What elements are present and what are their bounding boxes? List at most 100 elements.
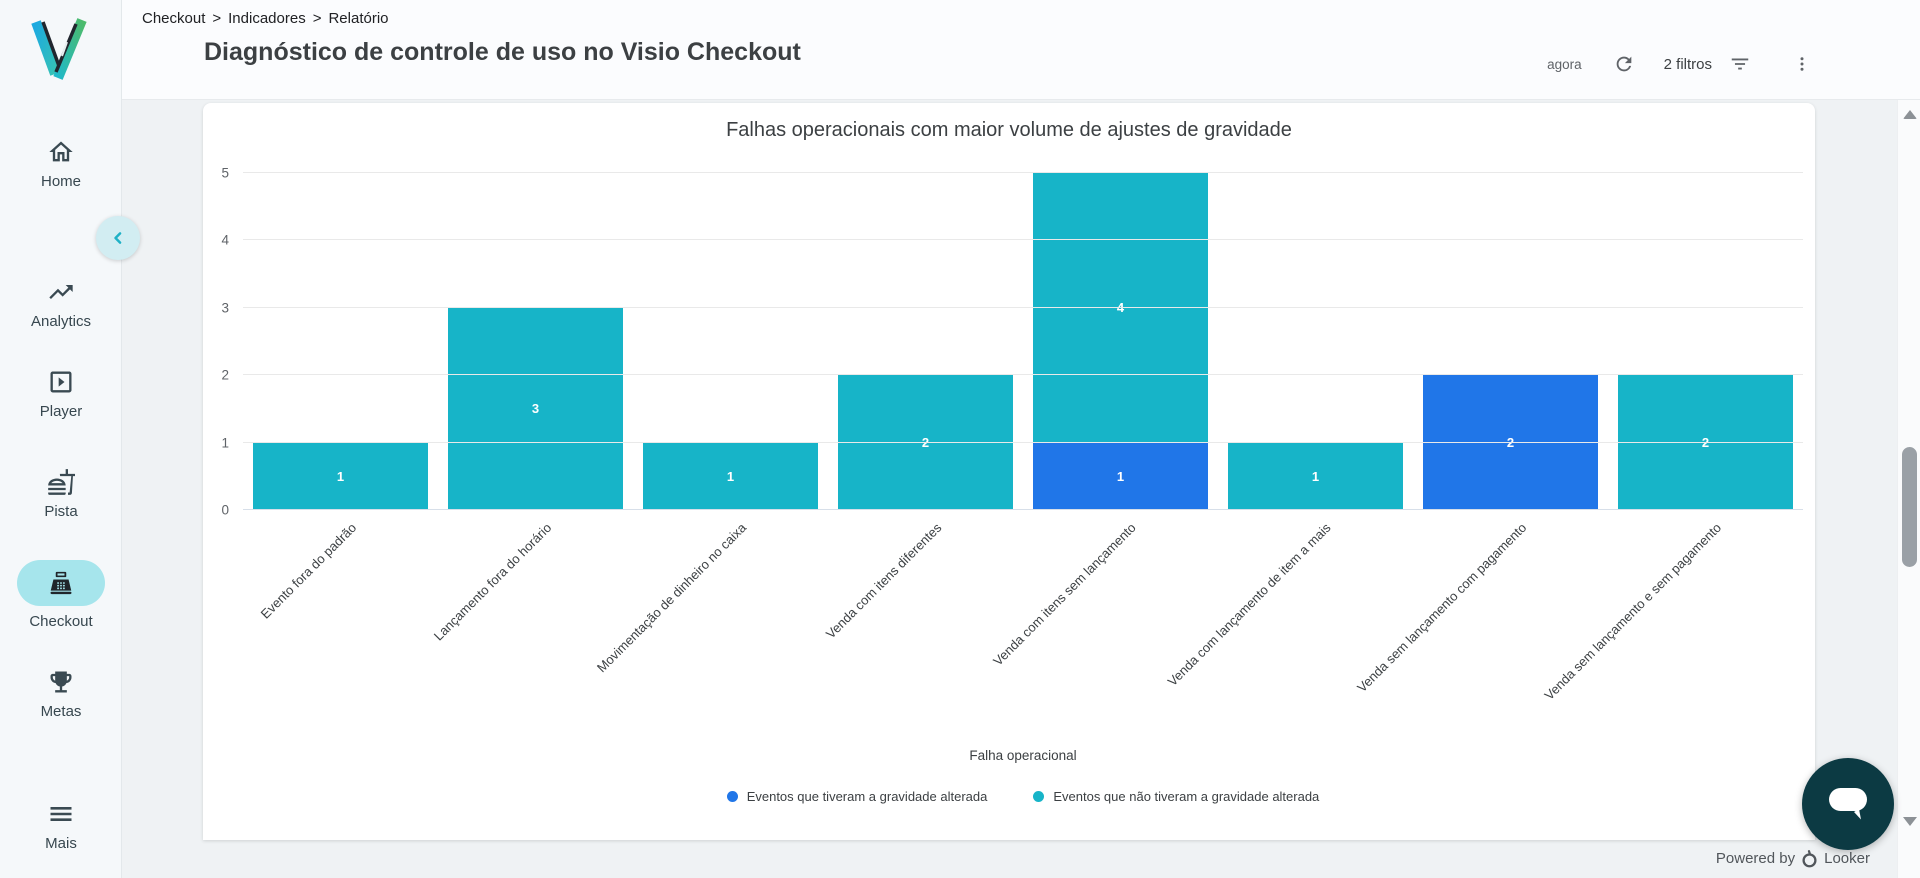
x-axis-label-slot: Evento fora do padrão xyxy=(243,510,438,748)
bar-value-label: 1 xyxy=(1116,468,1125,484)
x-axis-label: Lançamento fora do horário xyxy=(430,520,555,644)
brand-text: Looker xyxy=(1824,850,1870,867)
y-axis-tick: 0 xyxy=(221,502,229,518)
y-axis-tick: 4 xyxy=(221,232,229,248)
filter-button[interactable] xyxy=(1722,46,1758,82)
last-updated-label: agora xyxy=(1547,56,1582,72)
gridline xyxy=(243,509,1803,510)
chart-legend: Eventos que tiveram a gravidade alterada… xyxy=(243,789,1815,804)
sidebar-item-mais[interactable]: Mais xyxy=(0,800,122,852)
chart-title: Falhas operacionais com maior volume de … xyxy=(726,119,1292,141)
breadcrumb-item[interactable]: Relatório xyxy=(328,10,389,27)
bars-layer: 131214122 xyxy=(243,173,1803,510)
trending-up-icon xyxy=(49,285,73,299)
cash-register-icon xyxy=(50,571,72,595)
legend-label: Eventos que tiveram a gravidade alterada xyxy=(746,789,988,804)
x-axis-label-slot: Venda com itens diferentes xyxy=(823,510,1023,748)
x-axis-label: Venda com itens diferentes xyxy=(822,520,945,642)
visio-logo xyxy=(28,16,90,87)
bar-slot: 1 xyxy=(633,173,828,510)
fastfood-icon xyxy=(48,469,75,495)
scroll-up-arrow-icon[interactable] xyxy=(1903,110,1917,119)
y-axis-tick: 5 xyxy=(221,165,229,181)
x-axis-label-slot: Venda com lançamento de item a mais xyxy=(1165,510,1413,748)
filters-count-label[interactable]: 2 filtros xyxy=(1663,55,1712,73)
bar-segment[interactable]: 1 xyxy=(252,442,429,510)
bar-slot: 1 xyxy=(1218,173,1413,510)
sidebar-item-home[interactable]: Home xyxy=(0,138,122,190)
bar-value-label: 1 xyxy=(726,468,735,484)
bar-slot: 3 xyxy=(438,173,633,510)
y-axis-tick: 2 xyxy=(221,367,229,383)
bar-segment[interactable]: 1 xyxy=(642,442,819,510)
header: Checkout > Indicadores > Relatório Diagn… xyxy=(122,0,1920,100)
bar-segment[interactable]: 4 xyxy=(1032,173,1209,443)
sidebar-item-analytics[interactable]: Analytics xyxy=(0,278,122,330)
x-axis-labels: Evento fora do padrão Lançamento fora do … xyxy=(243,510,1815,748)
breadcrumb-item[interactable]: Checkout xyxy=(142,10,206,27)
x-axis-label-slot: Venda sem lançamento com pagamento xyxy=(1354,510,1608,748)
sidebar-item-player[interactable]: Player xyxy=(0,368,122,420)
gridline xyxy=(243,172,1803,173)
gridline xyxy=(243,441,1803,443)
looker-logo xyxy=(1802,850,1817,868)
sidebar-item-pista[interactable]: Pista xyxy=(0,468,122,520)
bar-slot: 2 xyxy=(828,173,1023,510)
y-axis-tick: 1 xyxy=(221,435,229,451)
sidebar-item-label: Metas xyxy=(40,703,82,720)
filter-list-icon xyxy=(1731,58,1749,70)
refresh-button[interactable] xyxy=(1606,46,1642,82)
chart-card: Falhas operacionais com maior volume de … xyxy=(203,103,1815,840)
bar-slot: 2 xyxy=(1413,173,1608,510)
page-title: Diagnóstico de controle de uso no Visio … xyxy=(204,38,801,66)
legend-label: Eventos que não tiveram a gravidade alte… xyxy=(1053,789,1320,804)
breadcrumb[interactable]: Checkout > Indicadores > Relatório xyxy=(142,10,389,27)
breadcrumb-item[interactable]: Indicadores xyxy=(228,10,306,27)
kebab-menu-icon xyxy=(1800,57,1804,71)
y-axis-tick: 3 xyxy=(221,300,229,316)
bar-slot: 1 xyxy=(243,173,438,510)
gridline xyxy=(243,239,1803,241)
legend-dot-blue xyxy=(726,791,738,802)
powered-by-looker: Powered by Looker xyxy=(1716,848,1870,869)
bar-value-label: 1 xyxy=(336,468,345,484)
sidebar-collapse-button[interactable] xyxy=(96,216,140,260)
chat-bubble-icon xyxy=(1829,788,1867,820)
sidebar-item-label: Home xyxy=(40,173,81,190)
scrollbar-thumb[interactable] xyxy=(1902,447,1917,567)
x-axis-label-slot: Lançamento fora do horário xyxy=(431,510,633,748)
active-item-pill xyxy=(17,560,105,606)
x-axis-label-slot: Movimentação de dinheiro no caixa xyxy=(594,510,828,748)
bar-segment[interactable]: 1 xyxy=(1227,442,1404,510)
x-axis-label-slot: Venda com itens sem lançamento xyxy=(991,510,1218,748)
bar-value-label: 4 xyxy=(1116,300,1125,316)
breadcrumb-separator: > xyxy=(312,10,322,27)
sidebar-item-checkout[interactable]: Checkout xyxy=(0,560,122,630)
legend-item[interactable]: Eventos que tiveram a gravidade alterada xyxy=(726,789,988,804)
bar-value-label: 1 xyxy=(1311,468,1320,484)
chat-fab-button[interactable] xyxy=(1802,758,1894,850)
sidebar-item-label: Analytics xyxy=(30,313,92,330)
sidebar-item-label: Checkout xyxy=(29,613,93,630)
sidebar-item-label: Pista xyxy=(44,503,78,520)
refresh-icon xyxy=(1616,56,1631,72)
bar-segment[interactable]: 3 xyxy=(447,307,624,510)
trophy-icon xyxy=(50,671,72,693)
header-actions: agora 2 filtros xyxy=(1547,44,1820,84)
sidebar-item-metas[interactable]: Metas xyxy=(0,668,122,720)
plot-area: 131214122 xyxy=(243,172,1803,510)
gridline xyxy=(243,374,1803,376)
chevron-left-icon xyxy=(114,232,122,244)
x-axis-label: Evento fora do padrão xyxy=(257,520,360,622)
sidebar-item-label: Mais xyxy=(45,835,77,852)
scroll-down-arrow-icon[interactable] xyxy=(1903,817,1917,826)
bar-segment[interactable]: 1 xyxy=(1032,442,1209,510)
sidebar-item-label: Player xyxy=(39,403,83,420)
more-options-button[interactable] xyxy=(1784,46,1820,82)
vertical-scrollbar[interactable] xyxy=(1897,100,1920,878)
legend-item[interactable]: Eventos que não tiveram a gravidade alte… xyxy=(1033,789,1319,804)
breadcrumb-separator: > xyxy=(212,10,222,27)
dashboard-content: Falhas operacionais com maior volume de … xyxy=(122,100,1920,878)
sidebar: Home Analytics Player Pista Ch xyxy=(0,0,122,878)
